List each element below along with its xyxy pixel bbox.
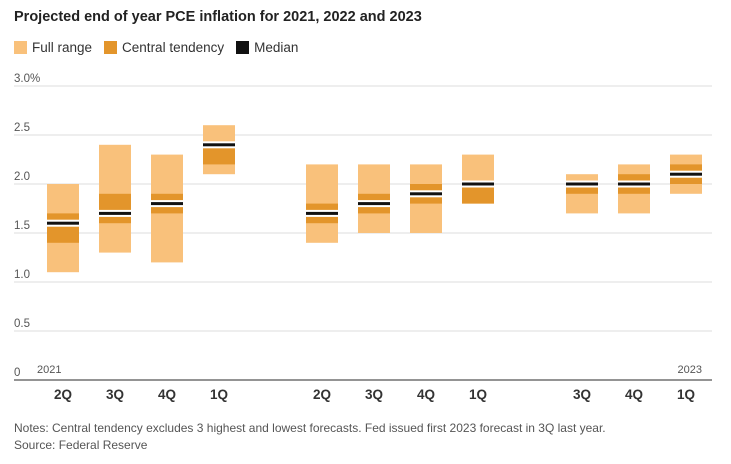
legend-swatch-central-tendency (104, 41, 118, 54)
median-marker (670, 172, 702, 176)
y-tick-label: 0.5 (14, 318, 30, 330)
central-tendency-bar (566, 184, 598, 194)
x-tick-label: 2Q (313, 387, 331, 402)
axis-labels: 0 0.5 1.0 1.5 2.0 2.5 3.0% 2Q 3Q 4Q 1Q 2Q 3Q 4Q 1Q 3Q 4Q… (14, 73, 702, 402)
central-tendency-bar (99, 193, 131, 224)
y-tick-label: 1.5 (14, 220, 30, 232)
median-marker (306, 211, 338, 215)
legend-item-full-range: Full range (14, 40, 92, 55)
median-marker (410, 192, 442, 196)
full-range-bar (306, 164, 338, 243)
x-tick-label: 1Q (469, 387, 487, 402)
median-marker (203, 143, 235, 147)
notes-block: Notes: Central tendency excludes 3 highe… (14, 420, 606, 454)
legend-item-median: Median (236, 40, 298, 55)
x-tick-label: 1Q (677, 387, 695, 402)
y-tick-label: 1.0 (14, 269, 30, 281)
legend-label-central-tendency: Central tendency (122, 40, 225, 55)
x-tick-label: 1Q (210, 387, 228, 402)
legend-item-central-tendency: Central tendency (104, 40, 224, 55)
median-marker (99, 211, 131, 215)
central-tendency-bar (47, 213, 79, 243)
legend-label-full-range: Full range (32, 40, 93, 55)
notes-text: Notes: Central tendency excludes 3 highe… (14, 421, 606, 435)
y-tick-label: 2.5 (14, 122, 30, 134)
year-label-2021: 2021 (37, 364, 61, 376)
legend-label-median: Median (254, 40, 299, 55)
legend-swatch-full-range (14, 41, 27, 54)
median-marker (618, 182, 650, 186)
x-tick-label: 3Q (365, 387, 383, 402)
central-tendency-bar (203, 144, 235, 165)
legend-swatch-median (236, 41, 250, 54)
x-tick-label: 4Q (417, 387, 435, 402)
source-text: Source: Federal Reserve (14, 438, 148, 452)
central-tendency-bar (462, 184, 494, 204)
chart-title: Projected end of year PCE inflation for … (14, 9, 422, 25)
y-tick-label: 2.0 (14, 171, 30, 183)
year-label-2023: 2023 (678, 364, 702, 376)
y-tick-label: 3.0% (14, 73, 40, 85)
median-marker (566, 182, 598, 186)
x-tick-label: 3Q (106, 387, 124, 402)
x-tick-label: 4Q (158, 387, 176, 402)
median-marker (358, 202, 390, 206)
bars (47, 125, 702, 273)
legend: Full range Central tendency Median (14, 40, 310, 55)
median-marker (47, 221, 79, 225)
median-marker (151, 202, 183, 206)
x-tick-label: 3Q (573, 387, 591, 402)
median-marker (462, 182, 494, 186)
x-tick-label: 4Q (625, 387, 643, 402)
chart-canvas: 0 0.5 1.0 1.5 2.0 2.5 3.0% 2Q 3Q 4Q 1Q 2Q 3Q 4Q 1Q 3Q 4Q… (14, 73, 712, 402)
x-tick-label: 2Q (54, 387, 72, 402)
y-tick-label: 0 (14, 367, 20, 379)
